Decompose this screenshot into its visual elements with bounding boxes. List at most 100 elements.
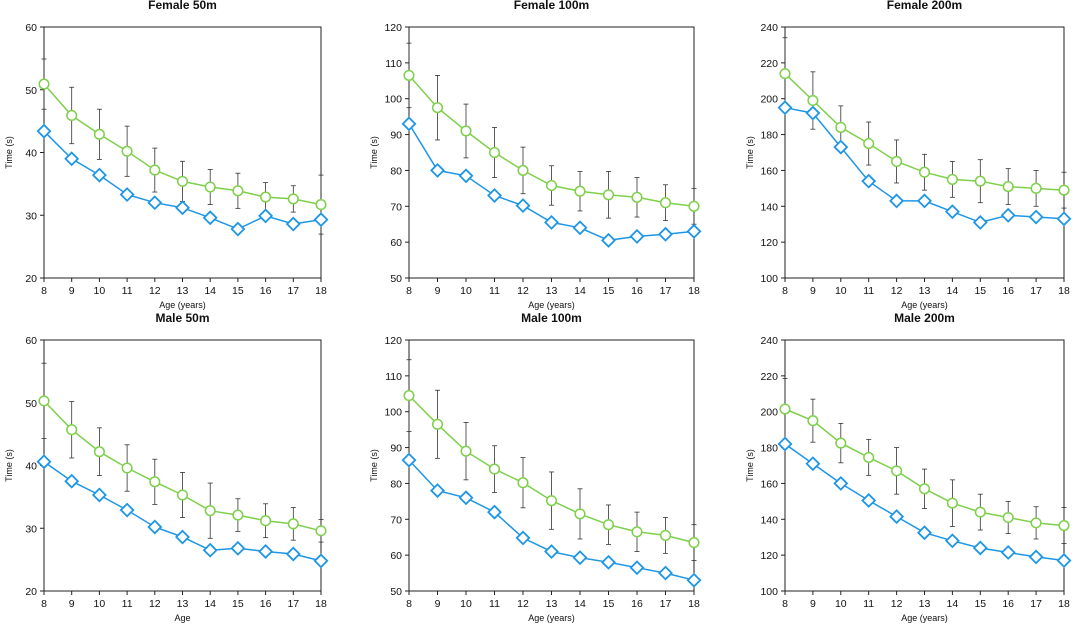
y-axis-label: Time (s) <box>745 136 755 169</box>
y-axis-label: Time (s) <box>4 136 14 169</box>
data-point-diamond <box>805 105 821 121</box>
chart-panel-6: Male 200m 100 120 140 160 180 200 220 240 8 9 10 11 1… <box>745 311 1072 623</box>
y-tick-label: 160 <box>760 478 778 490</box>
data-point-circle <box>1030 182 1042 194</box>
data-point-diamond <box>487 188 502 204</box>
chart-panel-1: Female 50m 20 30 40 50 60 8 9 10 11 12 13 14 15 16 17 18… <box>4 0 329 310</box>
data-point-diamond <box>285 546 301 562</box>
chart-panel-4: Male 50m 20 30 40 50 60 8 9 10 11 12 13 14 15 16 17 18 Ag… <box>4 311 329 623</box>
data-point-diamond <box>917 193 932 209</box>
data-point-diamond <box>572 220 588 236</box>
y-tick-label: 120 <box>384 335 402 347</box>
y-tick-label: 20 <box>25 273 37 285</box>
x-tick-label: 16 <box>1002 598 1014 610</box>
x-tick-label: 11 <box>489 598 500 610</box>
data-point-diamond <box>833 475 849 491</box>
x-tick-label: 9 <box>69 285 75 297</box>
data-point-circle <box>574 185 586 197</box>
x-tick-label: 15 <box>232 285 244 297</box>
data-point-diamond <box>1000 544 1016 560</box>
x-tick-label: 11 <box>122 285 133 297</box>
x-tick-label: 11 <box>863 598 874 610</box>
data-point-circle <box>835 437 847 449</box>
x-tick-label: 16 <box>260 285 272 297</box>
y-tick-label: 50 <box>25 398 37 410</box>
data-point-diamond <box>544 214 559 230</box>
x-tick-label: 12 <box>891 285 903 297</box>
x-tick-label: 15 <box>974 285 986 297</box>
y-axis-label: Time (s) <box>369 449 379 482</box>
data-point-diamond <box>91 167 107 183</box>
x-tick-label: 8 <box>782 285 788 297</box>
data-point-circle <box>863 137 875 150</box>
y-tick-label: 50 <box>25 85 37 97</box>
data-point-diamond <box>430 483 445 499</box>
data-point-circle <box>315 525 327 537</box>
data-point-circle <box>93 128 105 140</box>
data-point-circle <box>488 146 501 159</box>
x-tick-label: 17 <box>287 285 299 297</box>
x-tick-label: 12 <box>517 285 529 297</box>
y-tick-label: 90 <box>390 130 402 142</box>
x-tick-label: 11 <box>489 285 500 297</box>
data-point-diamond <box>777 436 793 452</box>
x-tick-label: 15 <box>232 598 244 610</box>
y-tick-label: 220 <box>760 58 778 70</box>
data-point-diamond <box>147 195 163 211</box>
y-tick-label: 100 <box>760 586 778 598</box>
data-point-circle <box>891 155 903 168</box>
data-point-circle <box>974 506 986 518</box>
series-blue-diamonds <box>401 452 702 588</box>
chart-title: Male 200m <box>894 311 955 325</box>
x-tick-label: 12 <box>891 598 903 610</box>
x-axis-label: Age (years) <box>528 613 575 623</box>
data-point-diamond <box>175 529 190 545</box>
x-tick-label: 17 <box>287 598 299 610</box>
y-axis-label: Time (s) <box>745 449 755 482</box>
data-point-diamond <box>572 550 588 566</box>
data-point-circle <box>602 189 615 201</box>
x-tick-label: 10 <box>94 285 106 297</box>
data-point-circle <box>287 518 299 530</box>
data-point-diamond <box>629 228 645 244</box>
x-tick-label: 17 <box>1030 285 1042 297</box>
x-tick-label: 8 <box>41 598 47 610</box>
data-point-diamond <box>258 543 274 559</box>
y-tick-label: 60 <box>25 22 37 34</box>
series-blue-diamonds <box>777 100 1072 230</box>
y-tick-label: 120 <box>760 237 778 249</box>
data-point-circle <box>66 424 78 436</box>
x-tick-label: 18 <box>315 598 327 610</box>
chart-title: Female 200m <box>887 0 962 12</box>
data-point-diamond <box>230 540 246 556</box>
y-tick-label: 40 <box>25 461 37 473</box>
data-point-diamond <box>258 208 274 224</box>
x-tick-label: 14 <box>204 598 216 610</box>
y-tick-label: 40 <box>25 148 37 160</box>
chart-panel-3: Female 200m 100 120 140 160 180 200 220 240 8 9 10 1… <box>745 0 1072 310</box>
data-point-diamond <box>147 519 163 535</box>
y-tick-label: 140 <box>760 514 778 526</box>
x-tick-label: 13 <box>177 598 189 610</box>
x-axis-label: Age <box>174 613 190 623</box>
data-point-diamond <box>777 100 793 116</box>
y-tick-label: 120 <box>760 550 778 562</box>
y-tick-label: 110 <box>385 371 402 383</box>
series-blue-diamonds <box>36 454 329 569</box>
data-point-diamond <box>1056 211 1072 227</box>
data-point-circle <box>779 403 791 415</box>
x-tick-label: 9 <box>69 598 75 610</box>
y-tick-label: 60 <box>25 335 37 347</box>
x-tick-label: 18 <box>315 285 327 297</box>
y-tick-label: 80 <box>390 478 402 490</box>
x-axis-label: Age (years) <box>901 613 948 623</box>
data-point-diamond <box>119 187 135 203</box>
data-point-circle <box>176 175 189 187</box>
data-point-circle <box>659 529 672 541</box>
x-axis-label: Age (years) <box>528 300 575 310</box>
data-point-circle <box>176 489 189 501</box>
data-point-circle <box>204 505 216 517</box>
x-tick-label: 11 <box>863 285 874 297</box>
x-tick-label: 16 <box>260 598 272 610</box>
